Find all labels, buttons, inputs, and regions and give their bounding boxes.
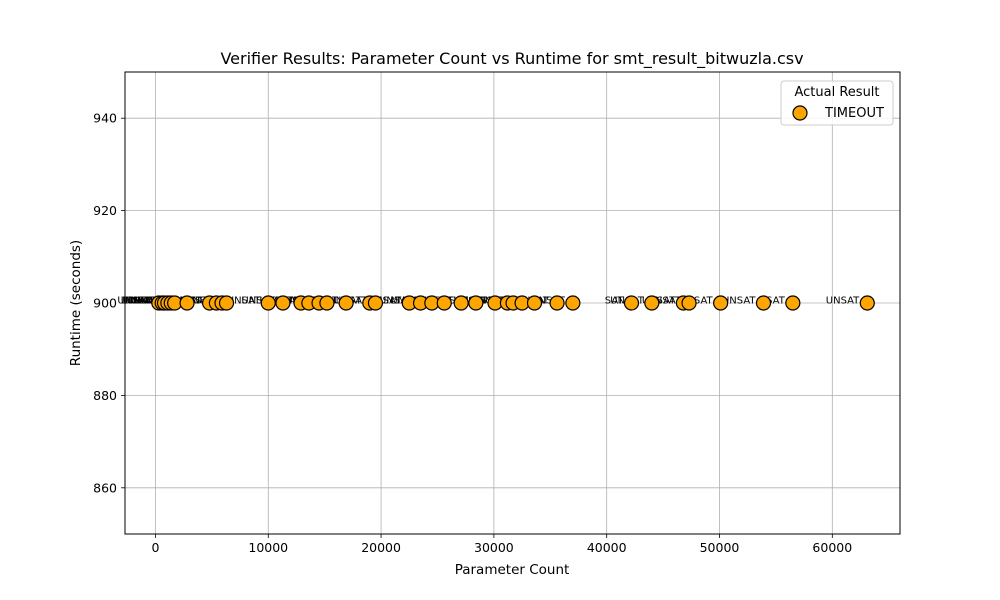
x-tick-label: 0 <box>151 540 159 555</box>
data-point <box>623 295 640 311</box>
data-point <box>785 295 801 311</box>
point-label: UNSAT <box>121 296 155 307</box>
point-label: UNSAT <box>185 296 219 307</box>
data-point <box>526 295 543 311</box>
axis-ticks: 0 10000 20000 30000 40000 50000 60000 860 880 900… <box>93 111 852 555</box>
point-label: UNSAT <box>181 296 215 307</box>
point-label: UNSAT <box>130 296 164 307</box>
data-point <box>179 295 195 311</box>
point-label: UNSAT <box>123 296 157 307</box>
point-label: UNSAT <box>368 296 402 307</box>
legend-box <box>780 80 894 126</box>
data-point <box>367 295 384 311</box>
data-point <box>713 295 729 311</box>
x-tick-label: 30000 <box>474 540 514 555</box>
y-tick-label: 940 <box>93 111 117 126</box>
y-tick-label: 880 <box>93 388 117 403</box>
x-tick-label: 10000 <box>248 540 288 555</box>
legend-title: Actual Result <box>794 85 879 100</box>
data-point <box>218 295 235 311</box>
point-label: UNSAT <box>117 296 151 307</box>
point-label: UNSAT <box>133 296 167 307</box>
data-point <box>565 295 581 311</box>
data-point <box>436 295 452 311</box>
x-axis-label: Parameter Count <box>455 562 570 578</box>
point-label: UNSAT <box>227 296 261 307</box>
x-tick-label: 50000 <box>700 540 740 555</box>
point-label: SAT <box>605 296 625 307</box>
point-label: UNSAT <box>826 296 860 307</box>
point-label: UNSAT <box>648 296 682 307</box>
y-tick-label: 900 <box>93 296 117 311</box>
point-label: UNSAT <box>379 296 413 307</box>
y-tick-label: 920 <box>93 203 117 218</box>
point-label: UNSAT <box>126 296 160 307</box>
x-tick-label: 40000 <box>587 540 627 555</box>
y-axis-label: Runtime (seconds) <box>68 240 84 366</box>
y-tick-label: 860 <box>93 480 117 495</box>
data-point <box>859 295 875 311</box>
data-point <box>338 295 354 311</box>
point-label: UNSAT <box>531 296 565 307</box>
data-point <box>260 295 276 311</box>
data-point <box>453 295 469 311</box>
point-label: UNSAT <box>241 296 275 307</box>
legend-marker-timeout <box>792 105 808 121</box>
legend-label-timeout: TIMEOUT <box>824 106 884 121</box>
chart-title: Verifier Results: Parameter Count vs Run… <box>220 49 803 69</box>
data-point <box>468 295 484 311</box>
data-point <box>549 295 565 311</box>
data-points <box>151 295 875 311</box>
legend: Actual Result TIMEOUT <box>780 80 894 126</box>
x-tick-label: 20000 <box>361 540 401 555</box>
data-point <box>275 295 291 311</box>
data-point <box>755 295 772 311</box>
point-label: SAT <box>766 296 786 307</box>
point-label: UNSAT <box>722 296 756 307</box>
data-point <box>681 295 697 311</box>
data-point <box>319 295 335 311</box>
data-point <box>644 295 660 311</box>
x-tick-label: 60000 <box>812 540 852 555</box>
